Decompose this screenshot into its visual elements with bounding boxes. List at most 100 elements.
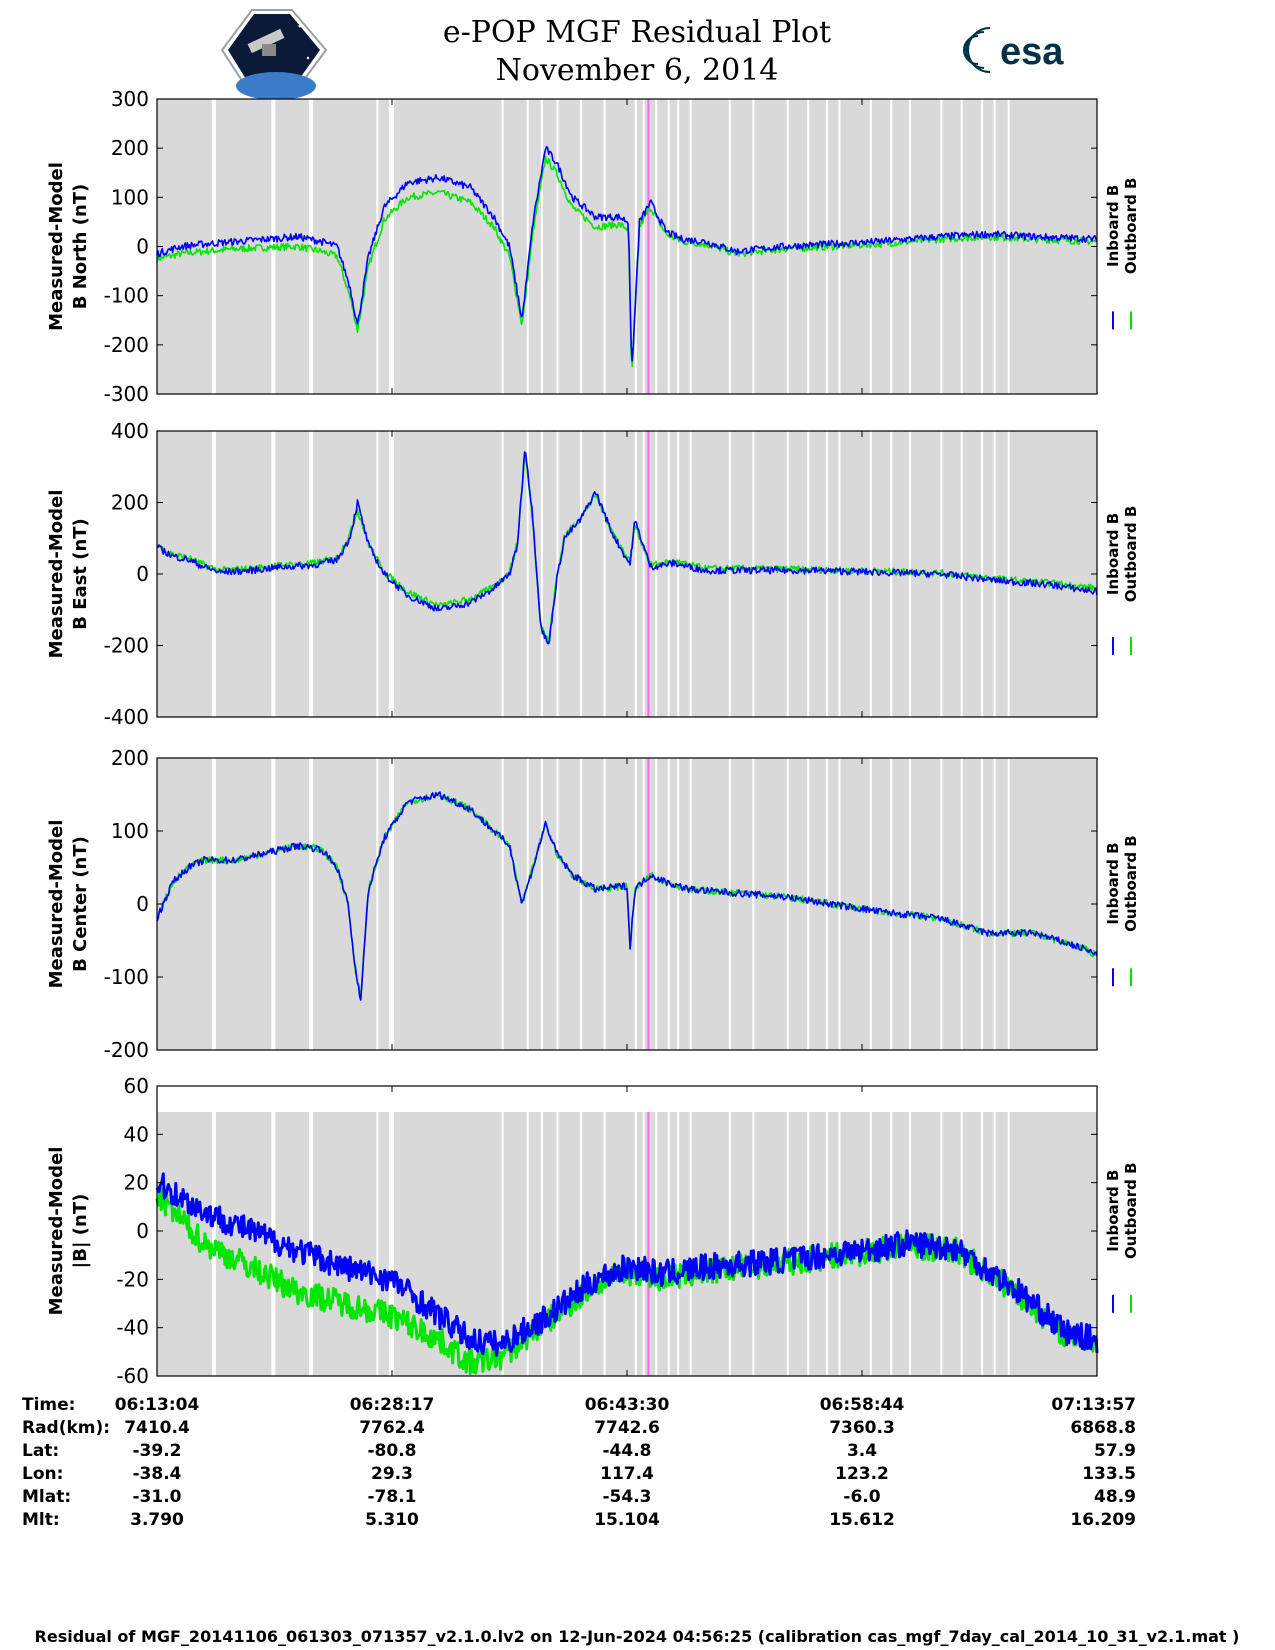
series-line-inboard — [155, 1172, 1099, 1357]
event-marker-line — [647, 99, 650, 394]
y-tick-label: 100 — [111, 185, 149, 209]
data-gap-stripe — [392, 431, 394, 717]
data-gap-stripe — [728, 431, 731, 717]
data-gap-stripe — [580, 99, 582, 394]
panel-1: 300 200 100 0 -100 -200 -300 Measured-Model B No… — [46, 87, 1140, 406]
y-tick-label: -20 — [116, 1267, 149, 1291]
data-gap-stripe — [556, 99, 559, 394]
ephemeris-row-label: Mlat: — [22, 1487, 71, 1507]
cassiope-logo — [220, 9, 328, 100]
data-gap-stripe — [728, 758, 731, 1050]
data-gap-stripe — [271, 431, 276, 717]
data-gap-stripe — [580, 758, 582, 1050]
ephemeris-value: 57.9 — [1094, 1441, 1136, 1461]
data-gap-stripe — [540, 758, 543, 1050]
y-tick-label: 200 — [111, 491, 149, 515]
data-gap-stripe — [540, 99, 543, 394]
data-gap-stripe — [388, 1112, 393, 1376]
title-line2: November 6, 2014 — [496, 53, 779, 88]
y-tick-label: 0 — [136, 562, 149, 586]
data-gap-stripe — [993, 99, 996, 394]
ephemeris-value: 7360.3 — [829, 1418, 895, 1438]
data-gap-stripe — [993, 1112, 996, 1376]
series-line-inboard — [156, 145, 1098, 362]
data-gap-stripe — [825, 1112, 828, 1376]
data-gap-stripe — [376, 431, 379, 717]
y-tick-label: 60 — [124, 1074, 149, 1098]
data-gap-stripe — [540, 431, 543, 717]
data-gap-stripe — [993, 758, 996, 1050]
x-axis-time-label: 06:43:30 — [585, 1395, 670, 1415]
legend-label-inboard: Inboard B — [1104, 842, 1122, 924]
data-gap-stripe — [807, 431, 810, 717]
ephemeris-value: 7762.4 — [359, 1418, 425, 1438]
data-gap-stripe — [689, 758, 692, 1050]
data-gap-stripe — [211, 758, 216, 1050]
y-tick-label: 300 — [111, 87, 149, 111]
ephemeris-value: 15.612 — [829, 1510, 895, 1530]
data-gap-stripe — [526, 758, 529, 1050]
y-tick-label: 0 — [136, 235, 149, 259]
x-axis-time-label: 06:28:17 — [350, 1395, 435, 1415]
data-gap-stripe — [689, 99, 692, 394]
data-gap-stripe — [526, 99, 529, 394]
ephemeris-value: 6868.8 — [1070, 1418, 1136, 1438]
data-gap-stripe — [752, 758, 755, 1050]
data-gap-stripe — [603, 758, 606, 1050]
data-gap-stripe — [677, 1112, 680, 1376]
legend-label-outboard: Outboard B — [1122, 506, 1140, 603]
event-marker-line — [647, 1112, 650, 1376]
esa-logo-text: esa — [1000, 31, 1064, 73]
data-gap-stripe — [392, 1112, 394, 1376]
data-gap-stripe — [981, 99, 984, 394]
y-axis-label-units: B East (nT) — [70, 518, 91, 630]
data-gap-stripe — [388, 99, 393, 394]
data-gap-stripe — [526, 1112, 529, 1376]
legend-label-inboard: Inboard B — [1104, 185, 1122, 267]
y-axis-label-units: B North (nT) — [70, 184, 91, 310]
y-tick-label: -200 — [104, 333, 149, 357]
data-gap-stripe — [752, 431, 755, 717]
data-coverage-background — [157, 758, 1097, 1050]
data-gap-stripe — [211, 431, 216, 717]
x-axis-time-label: 07:13:57 — [1051, 1395, 1136, 1415]
ephemeris-value: -39.2 — [133, 1441, 182, 1461]
legend-label-outboard: Outboard B — [1122, 1162, 1140, 1259]
data-gap-stripe — [655, 99, 658, 394]
data-gap-stripe — [556, 758, 559, 1050]
data-gap-stripe — [807, 758, 810, 1050]
data-gap-stripe — [603, 1112, 606, 1376]
data-gap-stripe — [1007, 431, 1010, 717]
y-axis-label-units: B Center (nT) — [70, 836, 91, 972]
ephemeris-value: -6.0 — [843, 1487, 880, 1507]
data-gap-stripe — [655, 431, 658, 717]
y-tick-label: -300 — [104, 382, 149, 406]
data-gap-stripe — [556, 1112, 559, 1376]
data-gap-stripe — [540, 1112, 543, 1376]
data-gap-stripe — [603, 431, 606, 717]
data-gap-stripe — [807, 1112, 810, 1376]
y-tick-label: 40 — [124, 1122, 149, 1146]
ephemeris-row-label: Mlt: — [22, 1510, 60, 1530]
data-gap-stripe — [501, 1112, 504, 1376]
ephemeris-value: 29.3 — [371, 1464, 413, 1484]
data-gap-stripe — [580, 1112, 582, 1376]
data-gap-stripe — [993, 431, 996, 717]
data-gap-stripe — [308, 758, 313, 1050]
y-axis-label: Measured-Model — [46, 820, 67, 989]
data-gap-stripe — [960, 99, 963, 394]
ephemeris-value: 5.310 — [365, 1510, 419, 1530]
title-line1: e-POP MGF Residual Plot — [443, 15, 831, 50]
data-gap-stripe — [634, 99, 637, 394]
data-gap-stripe — [677, 758, 680, 1050]
y-axis-label: Measured-Model — [46, 162, 67, 331]
data-gap-stripe — [728, 1112, 731, 1376]
ephemeris-value: -80.8 — [368, 1441, 417, 1461]
data-gap-stripe — [667, 1112, 670, 1376]
data-gap-stripe — [786, 1112, 789, 1376]
data-gap-stripe — [981, 1112, 984, 1376]
y-tick-label: -200 — [104, 634, 149, 658]
data-gap-stripe — [642, 99, 645, 394]
data-gap-stripe — [634, 1112, 637, 1376]
